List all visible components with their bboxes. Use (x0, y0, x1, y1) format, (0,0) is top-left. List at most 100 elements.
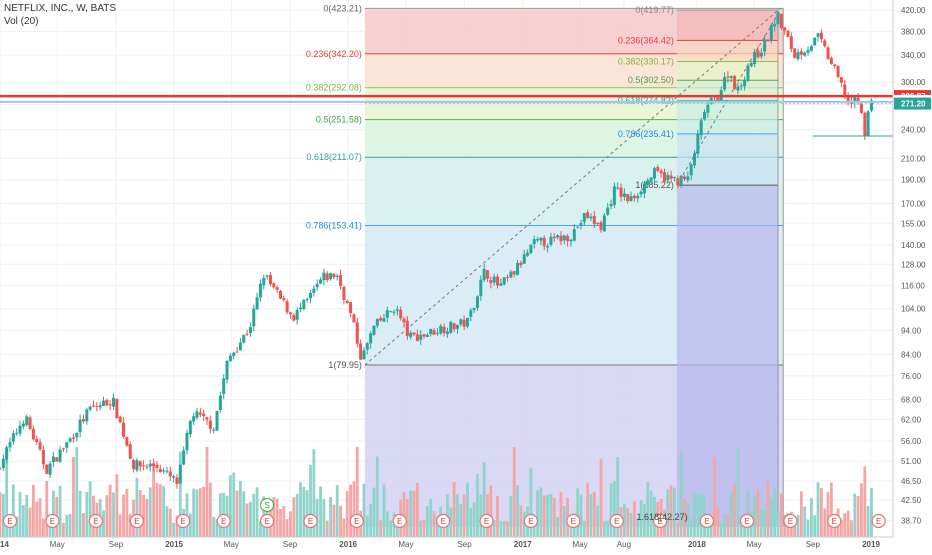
volume-bar (125, 488, 129, 537)
earnings-marker-label: E (832, 517, 837, 526)
candle-body (405, 320, 409, 337)
candle-body (749, 62, 753, 67)
volume-bar (412, 490, 416, 537)
volume-bar (232, 472, 236, 537)
candle-body (592, 216, 596, 225)
candle-body (753, 51, 757, 65)
time-tick-label: 2017 (514, 540, 532, 549)
price-tick-label: 170.00 (901, 200, 926, 209)
price-tick-label: 190.00 (901, 176, 926, 185)
candle-body (282, 298, 286, 300)
candle-body (292, 315, 296, 321)
volume-bar (799, 491, 803, 537)
volume-bar (239, 481, 242, 537)
volume-bar (456, 494, 459, 537)
earnings-marker-label: E (484, 517, 489, 526)
volume-bar (315, 499, 319, 537)
candle-body (425, 334, 429, 337)
volume-bar (345, 490, 349, 537)
price-tick-label: 76.00 (901, 372, 922, 381)
volume-indicator-label: Vol (20) (4, 16, 39, 27)
volume-bar (726, 514, 730, 537)
candle-body (452, 323, 456, 330)
candle-body (489, 280, 493, 284)
volume-bar (636, 518, 640, 537)
candle-body (449, 321, 453, 333)
fib2-extension-label: 1.618(42.27) (637, 512, 688, 522)
candle-body (536, 239, 540, 241)
candle-body (846, 96, 850, 102)
volume-bar (452, 481, 456, 537)
candle-body (442, 326, 446, 333)
earnings-marker (129, 513, 144, 529)
candle-body (61, 448, 65, 450)
event-markers: E E E E E E E E E E E E E E E E E E E E ES1.618(42.27) (2, 497, 886, 529)
volume-bar (135, 477, 139, 537)
volume-bar (506, 521, 509, 537)
volume-bar (18, 492, 22, 537)
volume-bar (5, 448, 9, 537)
candle-body (285, 301, 289, 313)
candle-body (165, 470, 169, 472)
volume-bar (729, 490, 733, 537)
candle-body (41, 449, 45, 465)
volume-bar (155, 482, 159, 537)
volume-bar (673, 487, 676, 537)
candle-body (793, 48, 797, 58)
price-axis: 420.00380.00340.00300.00270.00240.00210.… (892, 0, 932, 550)
earnings-marker (436, 513, 451, 529)
volume-bar (713, 457, 716, 537)
candle-body (803, 52, 807, 56)
volume-bar (609, 483, 613, 537)
earnings-marker-label: E (397, 517, 402, 526)
volume-bar (512, 447, 516, 537)
volume-bar (38, 498, 42, 537)
candle-body (559, 235, 563, 242)
volume-bar (375, 456, 379, 537)
candle-body (646, 180, 650, 185)
fib-zone (676, 10, 778, 41)
candle-body (145, 466, 149, 468)
candle-body (863, 112, 867, 137)
candle-body (142, 465, 146, 467)
price-tick-label: 380.00 (901, 27, 926, 36)
candle-body (799, 51, 803, 55)
volume-bar (596, 505, 600, 537)
volume-bar (195, 489, 199, 537)
volume-bar (746, 489, 750, 537)
volume-bar (62, 522, 65, 537)
volume-bar (369, 504, 373, 537)
time-tick-label: 2016 (339, 540, 357, 549)
volume-bar (622, 503, 626, 537)
volume-bar (579, 494, 583, 537)
candle-body (649, 177, 653, 182)
volume-bar (425, 506, 429, 537)
candle-body (85, 409, 89, 422)
earnings-marker (303, 513, 318, 529)
candle-body (806, 49, 810, 53)
candle-body (582, 212, 586, 223)
candle-body (856, 98, 860, 104)
candle-body (335, 275, 339, 278)
candle-body (31, 428, 35, 440)
volume-bar (806, 519, 810, 537)
candle-body (786, 30, 790, 37)
horizontal-lines (0, 94, 893, 137)
candle-body (58, 449, 62, 462)
time-tick-label: May (747, 540, 762, 549)
fib1-level-label: 0(423.21) (323, 3, 362, 13)
candle-body (652, 168, 656, 179)
candle-body (809, 46, 813, 51)
candle-body (125, 437, 129, 446)
candle-body (399, 309, 403, 319)
candle-body (816, 33, 820, 37)
earnings-marker (392, 513, 407, 529)
candle-body (138, 461, 142, 467)
candle-body (499, 283, 503, 286)
volume-bar (342, 518, 346, 537)
candle-body (148, 463, 152, 467)
candle-body (455, 324, 459, 329)
candle-body (419, 334, 423, 340)
